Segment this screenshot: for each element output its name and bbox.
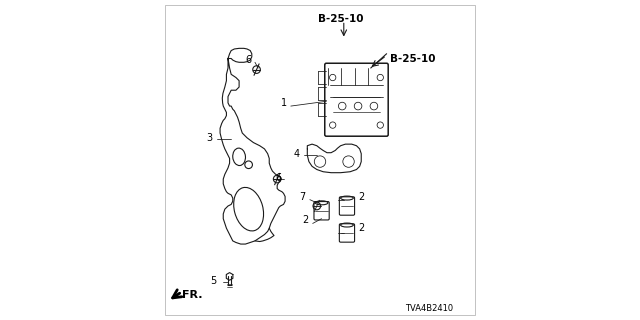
Text: 3: 3 — [206, 133, 212, 143]
Text: 6: 6 — [246, 55, 252, 65]
Text: B-25-10: B-25-10 — [318, 14, 364, 24]
Text: 5: 5 — [211, 276, 217, 286]
Text: 2: 2 — [303, 215, 309, 226]
Text: 4: 4 — [293, 149, 300, 159]
Text: 2: 2 — [358, 192, 364, 202]
Text: 6: 6 — [276, 172, 282, 183]
Text: 2: 2 — [358, 223, 364, 233]
Text: 1: 1 — [280, 98, 287, 108]
Text: B-25-10: B-25-10 — [390, 54, 435, 64]
Text: TVA4B2410: TVA4B2410 — [405, 304, 453, 313]
Text: FR.: FR. — [182, 290, 202, 300]
Text: 7: 7 — [300, 192, 306, 202]
